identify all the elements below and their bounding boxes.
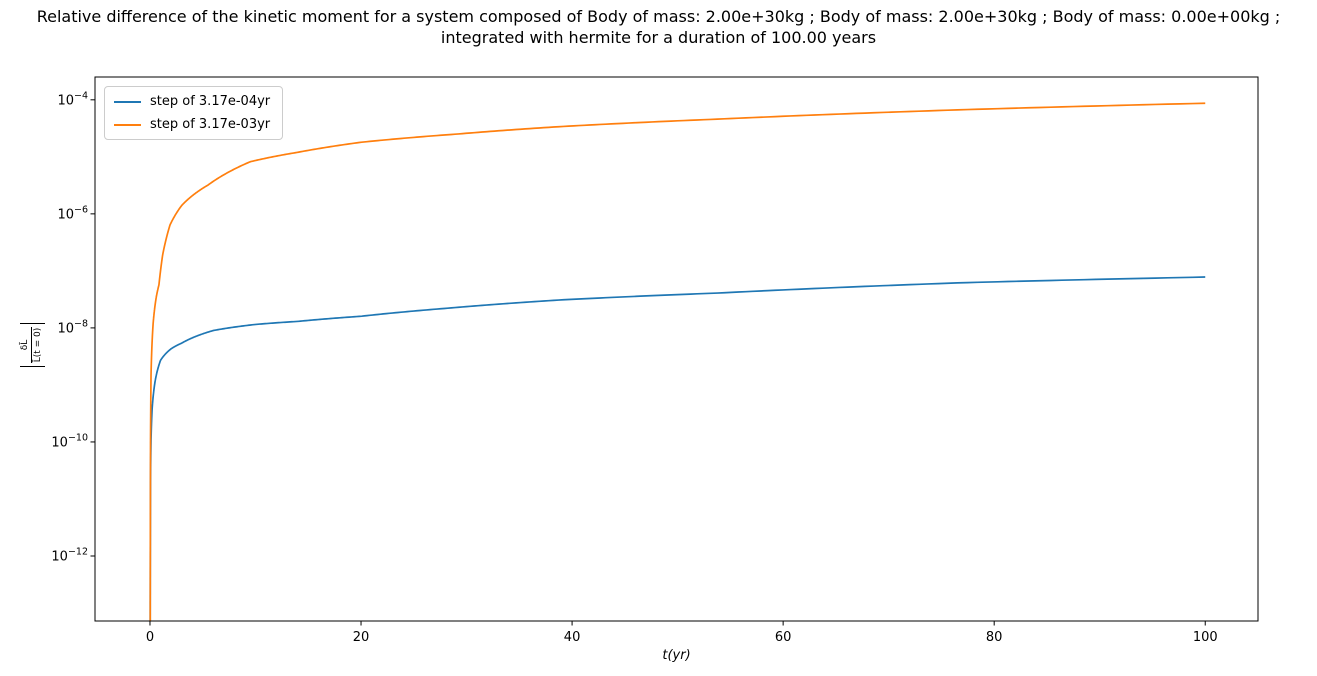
chart-title-line-1: Relative difference of the kinetic momen… [36, 7, 1281, 26]
series-line-0 [149, 276, 1206, 621]
y-tick-label: 10−6 [57, 204, 88, 222]
legend-label: step of 3.17e-04yr [150, 94, 271, 109]
ylabel-left-delimiter [19, 366, 45, 368]
x-tick-label: 0 [146, 630, 154, 645]
legend-line-swatch-orange [114, 123, 141, 126]
chart-title-line-2: integrated with hermite for a duration o… [440, 28, 877, 47]
x-tick-label: 80 [986, 630, 1003, 645]
ylabel-right-delimiter [19, 322, 45, 324]
y-tick-label: 10−12 [51, 546, 88, 564]
ylabel-fraction: δL̄ L̄(t = 0) [20, 326, 44, 364]
y-axis-label: δL̄ L̄(t = 0) [18, 297, 46, 393]
y-tick-label: 10−10 [51, 432, 88, 450]
x-tick-label: 60 [775, 630, 792, 645]
y-tick-label: 10−4 [57, 90, 88, 108]
y-tick-label: 10−8 [57, 318, 88, 336]
legend: step of 3.17e-04yr step of 3.17e-03yr [104, 86, 284, 140]
series-line-1 [149, 102, 1206, 621]
legend-item: step of 3.17e-03yr [114, 116, 270, 133]
x-tick-label: 20 [353, 630, 370, 645]
legend-label: step of 3.17e-03yr [150, 117, 271, 132]
ylabel-numerator: δL̄ [20, 339, 30, 351]
x-tick-label: 40 [564, 630, 581, 645]
legend-item: step of 3.17e-04yr [114, 93, 270, 110]
axes-frame [94, 76, 1259, 622]
x-axis-label: t(yr) [662, 648, 691, 663]
ylabel-denominator: L̄(t = 0) [31, 326, 44, 364]
x-tick-label: 100 [1193, 630, 1218, 645]
legend-line-swatch-blue [114, 100, 141, 103]
chart-title: Relative difference of the kinetic momen… [0, 6, 1317, 48]
